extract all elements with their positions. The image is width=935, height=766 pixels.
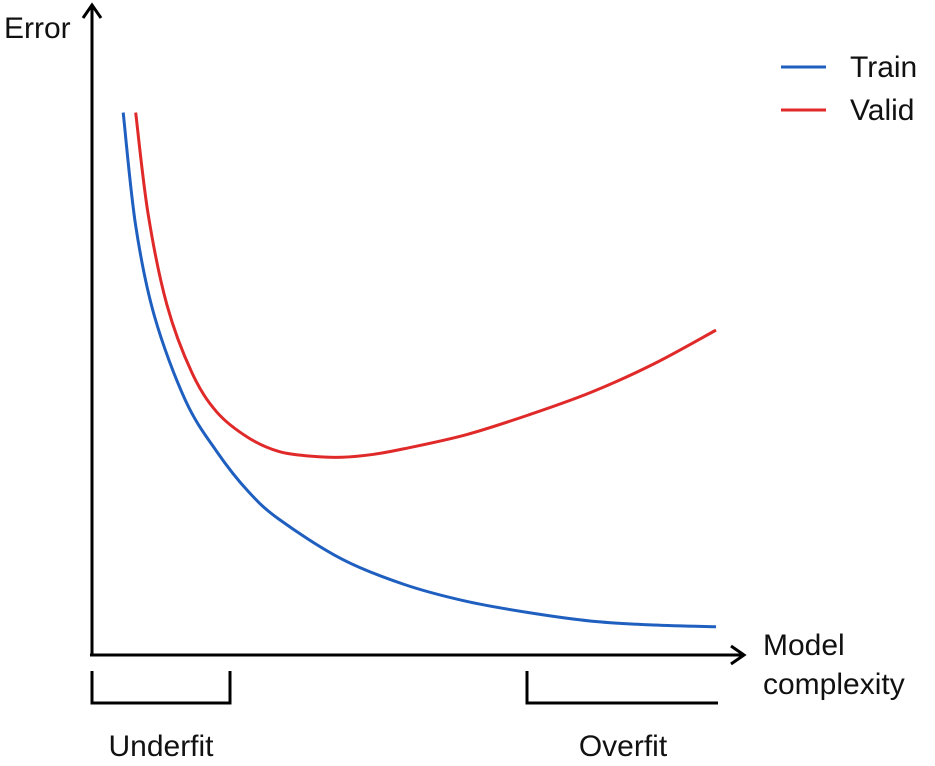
y-axis-label: Error [4,12,71,45]
series-line-valid [134,112,717,459]
underfit-region: Underfit [90,671,232,763]
legend-label-valid: Valid [850,94,914,127]
x-axis-label-line-1: Model [763,629,845,662]
series-layer [121,112,717,629]
legend: Train Valid [781,51,917,127]
legend-label-train: Train [850,51,917,84]
axes [81,2,747,666]
series-line-train [121,112,717,629]
overfit-bracket [525,671,718,705]
underfit-bracket [90,671,232,705]
overfit-label: Overfit [579,730,668,763]
y-axis-arrow [81,2,103,19]
x-axis-arrow [730,644,747,666]
overfit-region: Overfit [525,671,718,763]
x-axis-label-line-2: complexity [763,668,905,701]
underfit-label: Underfit [108,730,214,763]
